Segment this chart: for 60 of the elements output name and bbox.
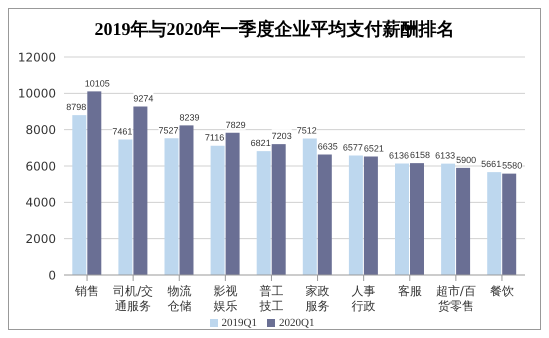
data-label: 8798 xyxy=(66,102,86,112)
x-tick-label: 销售 xyxy=(74,284,100,298)
bar xyxy=(180,125,194,275)
x-tick-label: 影视娱乐 xyxy=(213,284,238,313)
data-label: 7512 xyxy=(296,126,317,136)
bar xyxy=(256,151,271,275)
bar xyxy=(441,164,456,275)
x-tick-label: 司机/交通服务 xyxy=(113,284,154,313)
data-label: 6635 xyxy=(318,141,338,152)
data-label: 8239 xyxy=(179,112,200,122)
legend-label: 2019Q1 xyxy=(222,317,257,329)
bar xyxy=(133,106,148,275)
data-label: 5580 xyxy=(502,160,522,171)
x-tick-label: 餐饮 xyxy=(490,284,514,298)
x-tick-label: 超市/百货零售 xyxy=(436,284,476,313)
y-tick-label: 8000 xyxy=(25,122,56,137)
data-label: 6136 xyxy=(388,150,410,161)
data-label: 6577 xyxy=(342,142,363,153)
bar xyxy=(164,138,178,275)
bar xyxy=(456,168,470,275)
y-tick-label: 2000 xyxy=(25,232,56,246)
x-tick-label: 普工技工 xyxy=(258,284,284,313)
legend-label: 2020Q1 xyxy=(279,317,314,329)
x-tick-label: 家政服务 xyxy=(306,284,330,313)
y-tick-label: 4000 xyxy=(25,196,56,210)
bar xyxy=(318,154,332,275)
data-label: 6133 xyxy=(435,150,456,161)
data-label: 7461 xyxy=(112,126,132,136)
x-tick-label: 物流仓储 xyxy=(167,284,192,313)
data-label: 5661 xyxy=(481,159,502,170)
data-label: 7527 xyxy=(158,125,179,136)
bar xyxy=(395,164,409,275)
bar xyxy=(348,156,363,275)
data-label: 7829 xyxy=(226,120,246,130)
bar xyxy=(87,91,102,275)
y-tick-label: 10000 xyxy=(18,86,56,101)
data-label: 6158 xyxy=(410,150,430,160)
data-label: 10105 xyxy=(84,78,110,88)
data-label: 5900 xyxy=(456,154,476,165)
chart-title: 2019年与2020年一季度企业平均支付薪酬排名 xyxy=(94,18,456,41)
bar xyxy=(118,139,132,275)
bar xyxy=(410,163,424,275)
x-tick-label: 客服 xyxy=(398,284,422,298)
x-tick-label: 人事行政 xyxy=(352,284,376,313)
data-label: 7116 xyxy=(204,132,224,143)
bar xyxy=(364,156,378,275)
bar xyxy=(226,132,240,275)
bar xyxy=(302,138,317,275)
y-tick-label: 12000 xyxy=(18,50,56,64)
y-tick-label: 0 xyxy=(48,268,56,282)
bar xyxy=(272,144,286,275)
bar xyxy=(502,174,516,275)
bar xyxy=(72,115,86,275)
bar xyxy=(210,146,225,275)
data-label: 7203 xyxy=(272,131,292,142)
bar xyxy=(487,172,502,275)
y-tick-label: 6000 xyxy=(25,159,56,174)
data-label: 9274 xyxy=(133,94,154,104)
data-label: 6821 xyxy=(250,138,271,148)
data-label: 6521 xyxy=(364,144,384,154)
